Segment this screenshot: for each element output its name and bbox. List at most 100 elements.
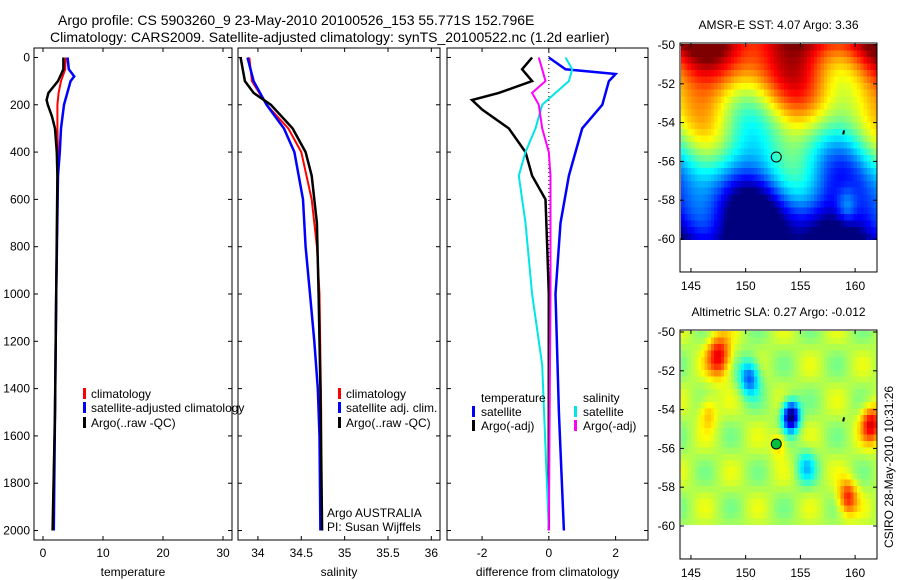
map-title: AMSR-E SST: 4.07 Argo: 3.36	[698, 18, 858, 32]
lat-tick-label: -56	[658, 154, 676, 168]
legend-label: satellite-adjusted climatology	[91, 401, 244, 415]
legend-swatch	[338, 388, 341, 399]
legend-swatch	[83, 388, 86, 399]
map-frame	[679, 42, 878, 273]
x-tick-label: 10	[96, 546, 110, 560]
axes-frame	[446, 47, 649, 541]
profile-panel-3: -2 0 2 difference from climatology temperatu…	[446, 47, 649, 579]
credit-line-1: Argo AUSTRALIA	[327, 506, 422, 520]
series-line-salinity-satellite	[517, 57, 574, 531]
credit-line-2: PI: Susan Wijffels	[327, 520, 421, 534]
lat-tick-label: -52	[658, 364, 676, 378]
lat-tick-label: -50	[658, 38, 676, 52]
argo-position-marker	[770, 151, 782, 163]
x-axis-label: temperature	[101, 565, 166, 579]
legend-swatch	[574, 406, 577, 417]
y-tick-label: 800	[10, 240, 30, 254]
lon-tick-label: 155	[790, 566, 810, 580]
map-title: Altimetric SLA: 0.27 Argo: -0.012	[691, 305, 865, 319]
sst-map-image	[681, 44, 877, 240]
lat-tick-label: -60	[658, 519, 676, 533]
x-tick-label: 35.5	[376, 546, 400, 560]
legend-label: climatology	[91, 387, 151, 401]
y-tick-label: 1200	[3, 334, 30, 348]
legend-swatch	[472, 406, 475, 417]
island-mark	[842, 417, 846, 422]
timestamp-stamp: CSIRO 28-May-2010 10:31:26	[882, 386, 896, 548]
legend-swatch	[83, 417, 86, 428]
x-tick-label: 35	[338, 546, 352, 560]
legend-label: Argo(-adj)	[481, 419, 534, 433]
lat-tick-label: -58	[658, 480, 676, 494]
axes-frame	[33, 47, 233, 541]
series-line-temperature-satellite	[548, 56, 619, 531]
lat-tick-label: -54	[658, 116, 676, 130]
legend-label: Argo(..raw -QC)	[91, 416, 176, 430]
lon-tick-label: 160	[845, 566, 865, 580]
lon-tick-label: 150	[736, 279, 756, 293]
lon-tick-label: 160	[845, 279, 865, 293]
x-tick-label: 20	[156, 546, 170, 560]
x-tick-label: 34	[251, 546, 265, 560]
lat-tick-label: -56	[658, 441, 676, 455]
series-line-temperature-argo-adj-	[469, 56, 551, 531]
y-tick-label: 1800	[3, 476, 30, 490]
legend-label: Argo(-adj)	[583, 419, 636, 433]
series-line-salinity-argo-adj-	[530, 57, 552, 531]
lon-tick-label: 145	[681, 566, 701, 580]
lat-tick-label: -54	[658, 403, 676, 417]
y-tick-label: 1400	[3, 382, 30, 396]
x-axis-label: salinity	[321, 565, 358, 579]
title-line-2: Climatology: CARS2009. Satellite-adjuste…	[50, 29, 610, 45]
series-line-argo-raw-qc-	[45, 57, 65, 531]
y-tick-label: 2000	[3, 524, 30, 538]
legend-swatch	[574, 420, 577, 431]
lon-tick-label: 145	[681, 279, 701, 293]
lat-tick-label: -50	[658, 325, 676, 339]
lon-tick-label: 155	[790, 279, 810, 293]
lon-tick-label: 150	[736, 566, 756, 580]
legend-label: Argo(..raw -QC)	[346, 416, 431, 430]
legend-label: satellite	[583, 405, 624, 419]
profile-panel-1: 0 10 20 30 temperature 0 200 400 600 800 1000 1200 1…	[3, 47, 244, 579]
axes-frame	[237, 47, 441, 541]
series-line-argo-raw-qc-	[239, 57, 324, 531]
y-tick-label: 600	[10, 192, 30, 206]
legend-label: satellite	[481, 405, 522, 419]
x-tick-label: -2	[477, 546, 488, 560]
x-tick-label: 36	[425, 546, 439, 560]
legend-swatch	[338, 402, 341, 413]
map-frame	[679, 329, 878, 560]
lat-tick-label: -58	[658, 193, 676, 207]
legend-heading: salinity	[583, 391, 620, 405]
lat-tick-label: -52	[658, 77, 676, 91]
title-line-1: Argo profile: CS 5903260_9 23-May-2010 2…	[58, 12, 534, 28]
legend-swatch	[83, 402, 86, 413]
island-mark	[842, 130, 846, 135]
legend-swatch	[338, 417, 341, 428]
y-tick-label: 1600	[3, 429, 30, 443]
legend-swatch	[472, 420, 475, 431]
map-panel-2: Altimetric SLA: 0.27 Argo: -0.012 145 150 1…	[658, 305, 878, 580]
series-line-satellite-adj-clim-	[246, 57, 322, 531]
legend-heading: temperature	[481, 391, 546, 405]
legend-label: satellite adj. clim.	[346, 401, 437, 415]
x-tick-label: 30	[216, 546, 230, 560]
sla-map-image	[681, 331, 877, 525]
y-tick-label: 0	[23, 50, 30, 64]
map-panel-1: AMSR-E SST: 4.07 Argo: 3.36 145 150 155 160 -…	[658, 18, 878, 293]
x-tick-label: 0	[545, 546, 552, 560]
x-tick-label: 34.5	[290, 546, 314, 560]
y-tick-label: 200	[10, 98, 30, 112]
legend-label: climatology	[346, 387, 406, 401]
y-tick-label: 1000	[3, 287, 30, 301]
y-tick-label: 400	[10, 145, 30, 159]
x-axis-label: difference from climatology	[476, 565, 619, 579]
lat-tick-label: -60	[658, 232, 676, 246]
argo-position-marker	[770, 438, 782, 450]
x-tick-label: 2	[612, 546, 619, 560]
x-tick-label: 0	[40, 546, 47, 560]
profile-panel-2: 34 34.5 35 35.5 36 salinity climatologysatelli…	[237, 47, 441, 579]
